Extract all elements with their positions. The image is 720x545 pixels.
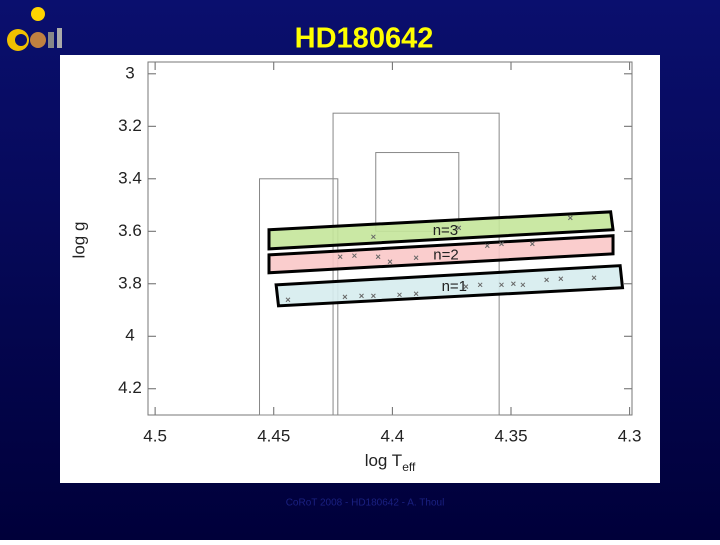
point: [463, 284, 469, 290]
point: [397, 292, 402, 298]
y-tick-label: 3.6: [118, 221, 142, 240]
y-tick-label: 3.4: [118, 168, 142, 187]
point: [499, 241, 504, 247]
point: [387, 259, 393, 265]
x-tick-label: 4.5: [143, 426, 167, 445]
band-label: n=3: [433, 222, 458, 239]
y-tick-label: 4.2: [118, 378, 142, 397]
point: [337, 254, 343, 260]
point: [371, 293, 376, 299]
point: [558, 276, 564, 282]
point: [359, 293, 364, 299]
point: [544, 277, 549, 283]
x-axis-label: log Teff: [365, 451, 416, 474]
point: [413, 255, 419, 261]
band: [267, 234, 615, 275]
point: [352, 253, 357, 259]
point: [499, 282, 504, 288]
footer: CoRoT 2008 - HD180642 - A. Thoul: [286, 498, 445, 509]
point: [456, 225, 462, 231]
point: [375, 254, 381, 260]
x-tick-label: 4.3: [618, 426, 642, 445]
point: [529, 241, 535, 247]
point: [511, 281, 516, 287]
point: [591, 275, 597, 281]
y-tick-label: 3.8: [118, 273, 142, 292]
slide-title: HD180642: [295, 23, 434, 55]
band: [267, 210, 615, 251]
band-label: n=2: [433, 246, 458, 263]
point: [567, 215, 573, 221]
point: [413, 291, 419, 297]
point: [285, 297, 291, 303]
point: [342, 294, 348, 300]
y-tick-label: 4: [125, 326, 134, 345]
x-axis-label-main: log T: [365, 451, 403, 470]
x-tick-label: 4.4: [381, 426, 405, 445]
x-tick-label: 4.45: [257, 426, 290, 445]
y-tick-label: 3.2: [118, 116, 142, 135]
y-tick-label: 3: [125, 63, 134, 82]
plot: 3 3.2 3.4 3.6 3.8 4 4.2 4.5 4.45 4.4 4.35 4.3 n=3 n=2…: [69, 61, 642, 474]
x-axis-label-sub: eff: [402, 460, 416, 474]
point: [371, 234, 376, 240]
x-tick-label: 4.35: [494, 426, 527, 445]
band: [274, 264, 625, 308]
point: [477, 282, 483, 288]
point: [520, 282, 526, 288]
band-label: n=1: [442, 278, 467, 295]
logo: [7, 7, 62, 51]
point: [484, 243, 490, 249]
y-axis-label: log g: [69, 222, 88, 259]
